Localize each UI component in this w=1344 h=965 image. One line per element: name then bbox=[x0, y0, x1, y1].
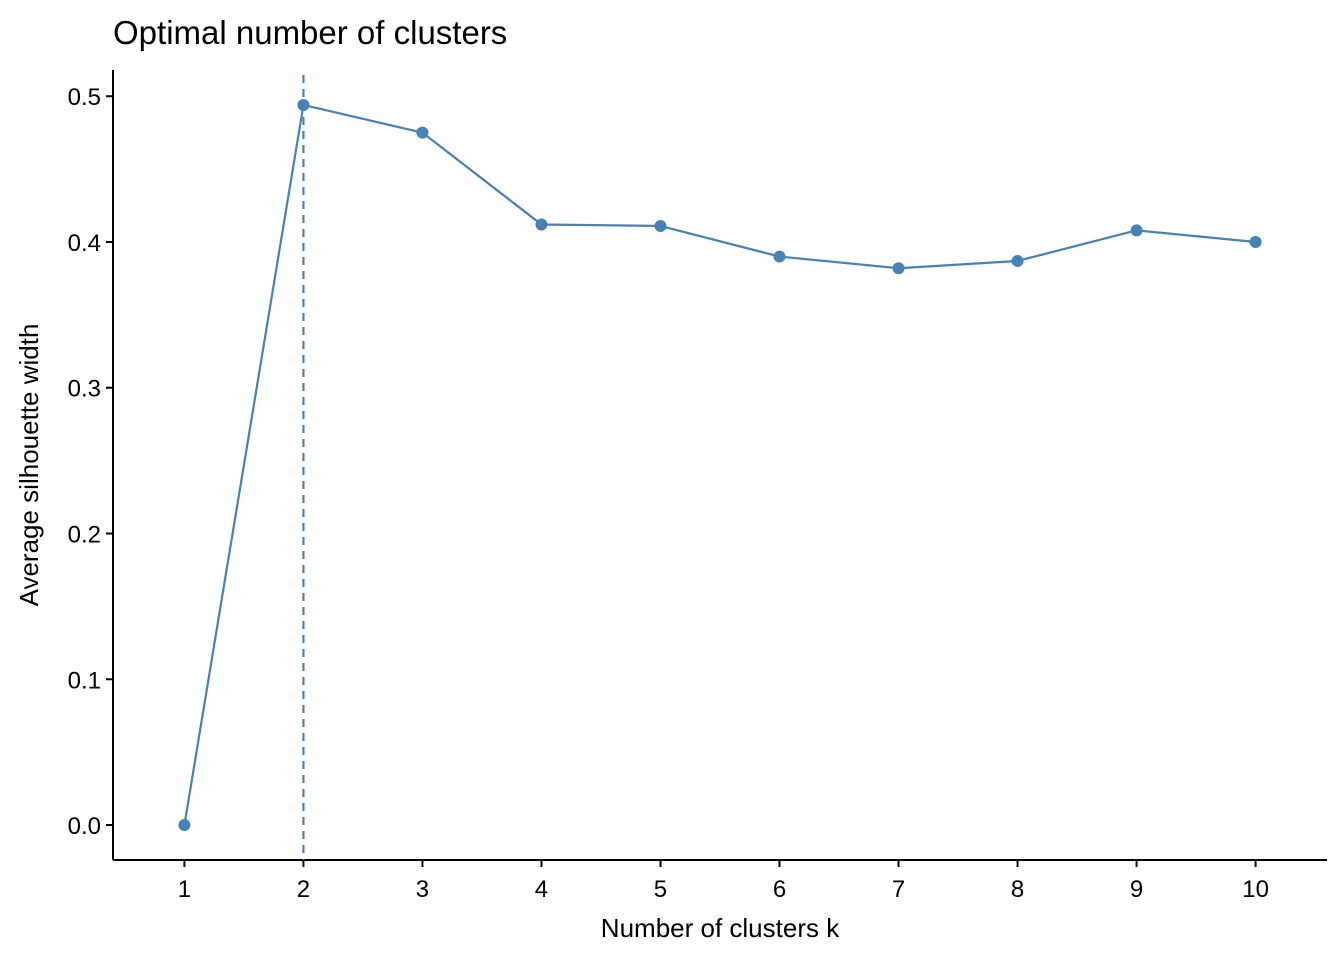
x-tick-label: 4 bbox=[535, 876, 548, 903]
x-tick-label: 2 bbox=[297, 876, 310, 903]
x-tick-label: 1 bbox=[178, 876, 191, 903]
data-point bbox=[535, 218, 548, 231]
x-tick-label: 5 bbox=[654, 876, 667, 903]
chart-title: Optimal number of clusters bbox=[113, 14, 507, 51]
data-point bbox=[773, 250, 786, 263]
x-tick-label: 3 bbox=[416, 876, 429, 903]
x-tick-label: 6 bbox=[773, 876, 786, 903]
y-tick-label: 0.5 bbox=[68, 84, 101, 111]
data-point bbox=[1249, 235, 1262, 248]
data-point bbox=[297, 98, 310, 111]
y-tick-label: 0.0 bbox=[68, 813, 101, 840]
data-line bbox=[183, 103, 1256, 826]
y-tick-label: 0.2 bbox=[68, 522, 101, 549]
y-tick-label: 0.3 bbox=[68, 376, 101, 403]
x-axis-label: Number of clusters k bbox=[601, 913, 840, 943]
y-tick-label: 0.4 bbox=[68, 230, 101, 257]
data-point bbox=[416, 126, 429, 139]
x-tick-label: 9 bbox=[1130, 876, 1143, 903]
x-tick-label: 8 bbox=[1011, 876, 1024, 903]
y-tick-label: 0.1 bbox=[68, 667, 101, 694]
data-point bbox=[1011, 254, 1024, 267]
x-tick-label: 10 bbox=[1242, 876, 1269, 903]
data-point bbox=[1130, 224, 1143, 237]
y-axis-label: Average silhouette width bbox=[14, 324, 44, 607]
data-point bbox=[892, 262, 905, 275]
data-point bbox=[178, 819, 191, 832]
x-tick-label: 7 bbox=[892, 876, 905, 903]
data-point bbox=[654, 219, 667, 232]
